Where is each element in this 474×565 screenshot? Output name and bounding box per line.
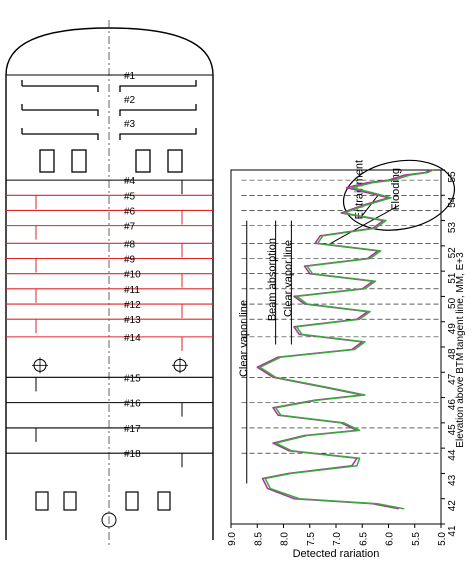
y-tick-label: 49 [447, 323, 458, 335]
x-tick-label: 6.0 [385, 532, 396, 546]
tray-label: #13 [124, 315, 141, 326]
flooding-arrow [330, 204, 400, 244]
annotation-label: Flooding [390, 168, 402, 210]
tray-label: #5 [124, 191, 136, 202]
y-tick-label: 46 [447, 399, 458, 411]
series-line-2 [259, 169, 434, 510]
y-axis-title: Elevation above BTM tangent line, MM, E+… [455, 252, 466, 448]
x-tick-label: 5.0 [437, 532, 448, 546]
x-tick-label: 7.5 [306, 532, 317, 546]
tray-label: #12 [124, 300, 141, 311]
series-line-1 [256, 169, 431, 510]
annotation-label: Beam absorption [267, 238, 279, 321]
tray-label: #11 [124, 285, 140, 296]
tray-label: #8 [124, 239, 136, 250]
y-tick-label: 55 [447, 171, 458, 183]
distributor-box [71, 149, 87, 173]
support-box [63, 491, 77, 511]
tray-deck [21, 104, 197, 116]
y-tick-label: 41 [447, 525, 458, 537]
tower-schematic: #1 #2 #3 #4 #5 #6 #7 #8 #9 #10 #11 #12 #13 #14 #15 #16 #… [5, 20, 214, 545]
tray-label: #14 [124, 333, 141, 344]
tray-label: #6 [124, 206, 136, 217]
support-box [125, 491, 139, 511]
x-axis-title: Detected rariation [293, 548, 380, 560]
tray-label: #15 [124, 373, 141, 384]
tray-label: #16 [124, 399, 141, 410]
y-tick-label: 54 [447, 196, 458, 208]
annotation-label: Clear vapor line [282, 240, 294, 317]
tray-deck [21, 80, 197, 92]
y-tick-label: 53 [447, 222, 458, 234]
support-box [157, 491, 171, 511]
tray-label: #17 [124, 424, 141, 435]
tray-label: #7 [124, 222, 136, 233]
x-tick-label: 6.5 [358, 532, 369, 546]
distributor-box [39, 149, 55, 173]
x-tick-label: 7.0 [332, 532, 343, 546]
x-tick-label: 8.5 [253, 532, 264, 546]
y-tick-label: 47 [447, 373, 458, 385]
y-tick-label: 52 [447, 247, 458, 259]
tray-label: #2 [124, 95, 136, 106]
entrainment-arrow [361, 194, 379, 216]
tray-label: #3 [124, 119, 136, 130]
support-box [35, 491, 49, 511]
plot-frame [230, 169, 442, 525]
tray-label: #4 [124, 176, 136, 187]
distributor-box [135, 149, 151, 173]
tray-label: #1 [124, 71, 136, 82]
distributor-box [167, 149, 183, 173]
x-tick-label: 5.5 [411, 532, 422, 546]
bottom-nozzle [101, 512, 117, 528]
y-tick-label: 43 [447, 474, 458, 486]
y-tick-label: 48 [447, 348, 458, 360]
tray-deck [21, 128, 197, 140]
tray-label: #18 [124, 449, 141, 460]
y-tick-label: 45 [447, 424, 458, 436]
y-tick-label: 42 [447, 500, 458, 512]
y-tick-label: 51 [447, 272, 458, 284]
tray-label: #10 [124, 270, 141, 281]
x-tick-label: 9.0 [227, 532, 238, 546]
y-tick-label: 50 [447, 297, 458, 309]
flooding-ellipse [342, 159, 456, 231]
y-tick-label: 44 [447, 449, 458, 461]
x-tick-label: 8.0 [280, 532, 291, 546]
scan-plot: 41 42 43 44 45 46 47 48 49 50 51 52 53 54 55 9.0 8.5 8.0 7… [227, 159, 466, 560]
annotation-label: Clear vapor line [238, 300, 250, 377]
tray-label: #9 [124, 255, 136, 266]
